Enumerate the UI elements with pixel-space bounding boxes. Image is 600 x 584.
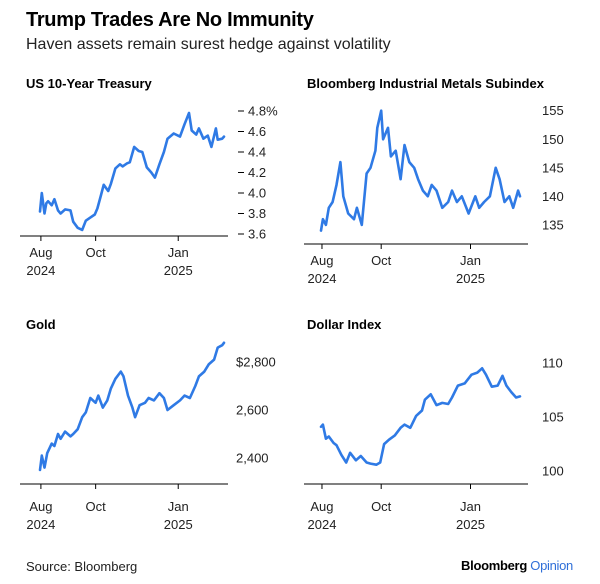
series-line [38, 111, 226, 232]
x-tick-year-label: 2024 [308, 271, 337, 286]
x-tick-label: Aug [29, 245, 52, 260]
y-tick-label: 4.6 [248, 124, 266, 139]
chart-panel-3: Gold Aug 2024 Oct Jan 2025 $2,800 2,600 2,400 [20, 317, 276, 532]
y-tick-label: 105 [542, 410, 564, 425]
brand-logo: Bloomberg Opinion [461, 558, 573, 573]
x-tick-year-label: 2025 [164, 517, 193, 532]
y-tick-label: 3.6 [248, 227, 266, 242]
y-tick-label: 4.2 [248, 165, 266, 180]
y-tick-label: 4.0 [248, 186, 266, 201]
x-tick-year-label: 2024 [308, 517, 337, 532]
x-tick-year-label: 2025 [456, 271, 485, 286]
y-tick-label: 140 [542, 189, 564, 204]
series-line [319, 366, 522, 467]
y-tick-label: 100 [542, 464, 564, 479]
x-tick-label: Aug [29, 499, 52, 514]
source-note: Source: Bloomberg [26, 559, 138, 574]
series-line [319, 109, 522, 232]
x-tick-label: Jan [168, 245, 189, 260]
y-tick-label: 2,400 [236, 451, 269, 466]
y-tick-label: 155 [542, 103, 564, 118]
y-tick-label: $2,800 [236, 355, 276, 370]
x-tick-year-label: 2025 [164, 263, 193, 278]
y-tick-label: 145 [542, 160, 564, 175]
y-tick-label: 4.4 [248, 145, 266, 160]
x-tick-label: Jan [168, 499, 189, 514]
brand-main: Bloomberg [461, 558, 527, 573]
x-tick-label: Oct [86, 245, 107, 260]
panel-title: Gold [26, 317, 56, 332]
panel-title: US 10-Year Treasury [26, 76, 153, 91]
y-tick-label: 2,600 [236, 403, 269, 418]
y-tick-label: 3.8 [248, 206, 266, 221]
x-tick-label: Oct [86, 499, 107, 514]
y-tick-label: 110 [542, 355, 563, 370]
x-tick-year-label: 2025 [456, 517, 485, 532]
panel-title: Bloomberg Industrial Metals Subindex [307, 76, 545, 91]
y-tick-label: 4.8% [248, 104, 278, 119]
brand-accent: Opinion [530, 558, 573, 573]
x-tick-year-label: 2024 [26, 263, 55, 278]
y-tick-label: 150 [542, 132, 564, 147]
y-tick-label: 135 [542, 217, 564, 232]
chart-title: Trump Trades Are No Immunity [26, 9, 314, 31]
x-tick-label: Aug [310, 253, 333, 268]
x-tick-label: Oct [371, 253, 392, 268]
chart-panel-1: US 10-Year Treasury Aug 2024 Oct Jan 2025 4.8%… [20, 76, 278, 278]
x-tick-label: Jan [460, 499, 481, 514]
x-tick-label: Oct [371, 499, 392, 514]
chart-subtitle: Haven assets remain surest hedge against… [26, 36, 391, 53]
x-tick-year-label: 2024 [26, 517, 55, 532]
x-tick-label: Aug [310, 499, 333, 514]
x-tick-label: Jan [460, 253, 481, 268]
chart-panel-2: Bloomberg Industrial Metals Subindex Aug 2… [304, 76, 564, 286]
series-line [38, 341, 226, 472]
panel-title: Dollar Index [307, 317, 382, 332]
chart-panel-4: Dollar Index Aug 2024 Oct Jan 2025 110 105 100 [304, 317, 564, 532]
